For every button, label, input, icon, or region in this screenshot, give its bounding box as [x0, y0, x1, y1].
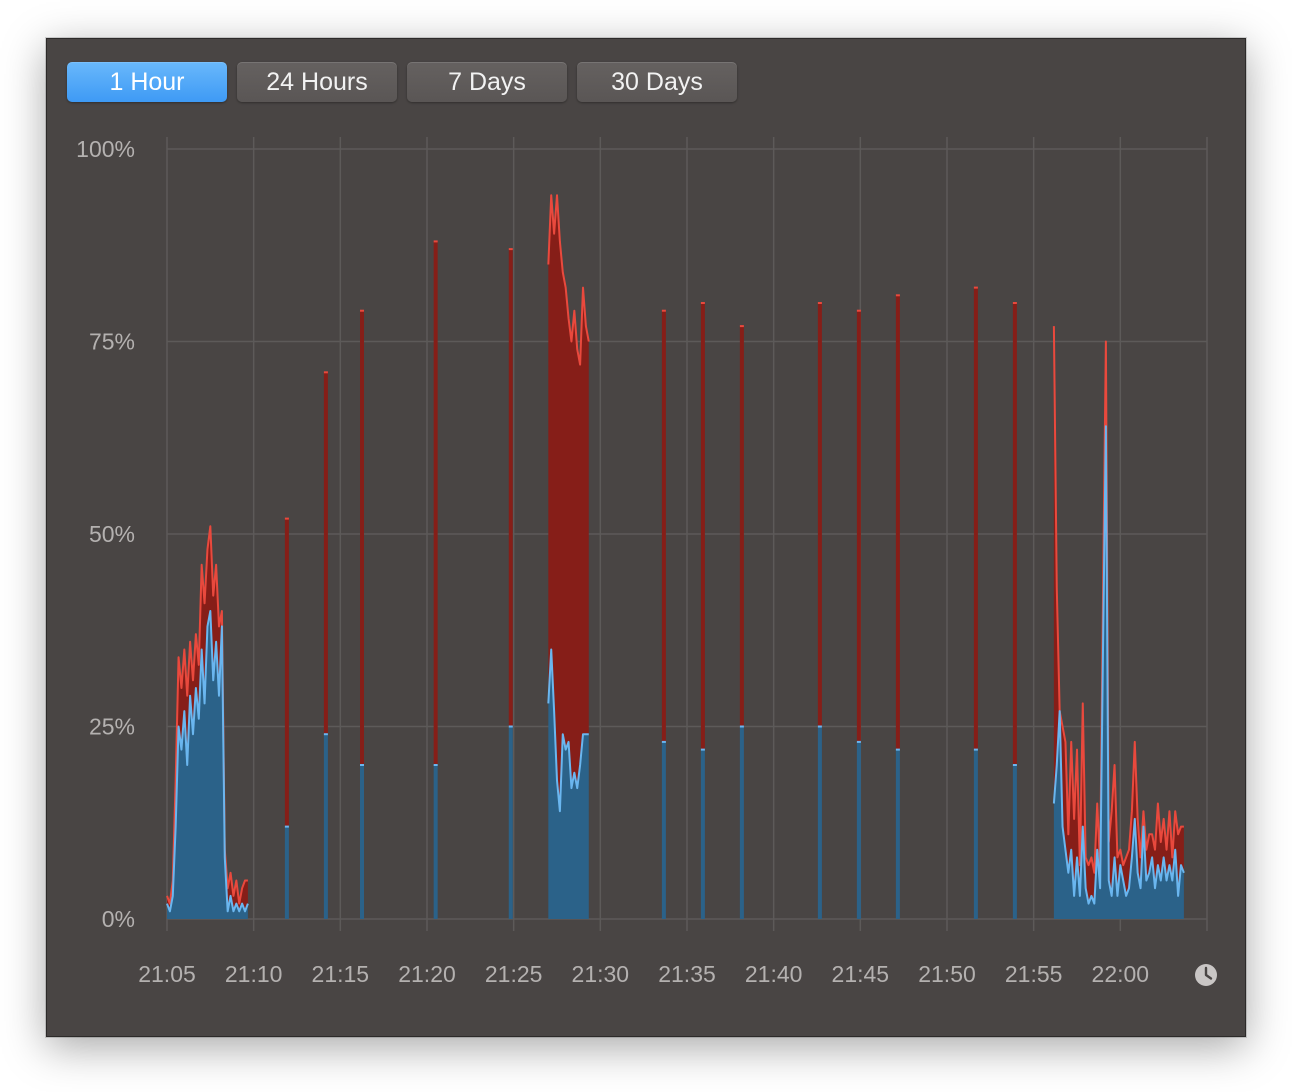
user-bar: [661, 741, 666, 919]
activity-window: 1 Hour 24 Hours 7 Days 30 Days 0% 25% 50% 7…: [46, 38, 1246, 1037]
usage-segment: [166, 525, 249, 919]
usage-segment: [547, 194, 590, 919]
user-bar: [700, 749, 705, 919]
usage-segment: [739, 325, 744, 919]
system-bar: [323, 372, 328, 735]
system-bar: [360, 310, 364, 765]
x-tick-label: 21:25: [485, 961, 543, 987]
user-bar: [360, 765, 364, 919]
y-tick-label: 75%: [89, 329, 135, 355]
user-bar: [973, 749, 978, 919]
y-tick-label: 100%: [76, 136, 135, 162]
tab-30-days[interactable]: 30 Days: [577, 62, 737, 102]
system-bar: [700, 303, 705, 750]
axis-labels: 0% 25% 50% 75% 100% 21:05 21:10 21:15 21:20 21:25…: [76, 136, 1149, 987]
tab-24-hours[interactable]: 24 Hours: [237, 62, 397, 102]
system-area: [548, 195, 589, 812]
x-tick-label: 21:35: [658, 961, 716, 987]
cpu-usage-chart: 0% 25% 50% 75% 100% 21:05 21:10 21:15 21:20 21:25…: [76, 136, 1208, 987]
system-bar: [973, 287, 978, 750]
system-line: [1052, 326, 1184, 874]
user-bar: [739, 726, 744, 919]
x-tick-label: 21:55: [1005, 961, 1063, 987]
usage-segment: [661, 309, 666, 919]
system-bar: [433, 241, 438, 765]
y-tick-label: 0%: [102, 906, 135, 932]
system-bar: [1012, 303, 1017, 765]
user-bar: [508, 726, 513, 919]
user-area: [548, 649, 589, 919]
usage-segment: [895, 294, 900, 919]
user-line: [166, 610, 249, 913]
usage-segment: [1012, 302, 1017, 919]
y-tick-label: 50%: [89, 521, 135, 547]
x-tick-label: 21:30: [572, 961, 630, 987]
user-bar: [284, 826, 289, 919]
usage-segment: [817, 302, 822, 919]
user-line: [547, 648, 589, 813]
user-bar: [433, 765, 438, 919]
usage-segment: [973, 286, 978, 919]
x-tick-label: 21:15: [312, 961, 370, 987]
usage-segment: [433, 240, 438, 919]
system-bar: [284, 518, 289, 827]
user-bar: [323, 734, 328, 919]
chart-series: [166, 194, 1185, 919]
user-bar: [817, 726, 822, 919]
usage-segment: [284, 517, 289, 919]
usage-segment: [508, 248, 513, 919]
user-bar: [895, 749, 900, 919]
x-tick-label: 21:05: [138, 961, 196, 987]
usage-segment: [360, 309, 364, 919]
user-bar: [856, 741, 861, 919]
system-bar: [817, 303, 822, 727]
usage-segment: [700, 302, 705, 919]
usage-segment: [856, 309, 861, 919]
system-line: [547, 194, 590, 366]
user-line: [1052, 425, 1185, 905]
x-tick-label: 21:20: [398, 961, 456, 987]
x-tick-label: 21:45: [832, 961, 890, 987]
tab-7-days[interactable]: 7 Days: [407, 62, 567, 102]
system-bar: [856, 310, 861, 742]
tab-1-hour[interactable]: 1 Hour: [67, 62, 227, 102]
user-area: [167, 611, 248, 919]
x-tick-label: 21:50: [918, 961, 976, 987]
x-tick-label: 21:40: [745, 961, 803, 987]
user-bar: [1012, 765, 1017, 919]
x-tick-label: 21:10: [225, 961, 283, 987]
system-bar: [895, 295, 900, 750]
system-bar: [739, 326, 744, 727]
clock-icon[interactable]: [1194, 963, 1218, 987]
usage-segment: [1052, 326, 1185, 919]
grid-lines: [166, 137, 1208, 931]
x-tick-label: 22:00: [1092, 961, 1150, 987]
system-line: [166, 525, 248, 905]
system-bar: [661, 310, 666, 742]
usage-segment: [323, 371, 328, 919]
time-range-selector: 1 Hour 24 Hours 7 Days 30 Days: [67, 62, 737, 102]
y-tick-label: 25%: [89, 714, 135, 740]
system-bar: [508, 249, 513, 727]
user-area: [1053, 426, 1184, 919]
